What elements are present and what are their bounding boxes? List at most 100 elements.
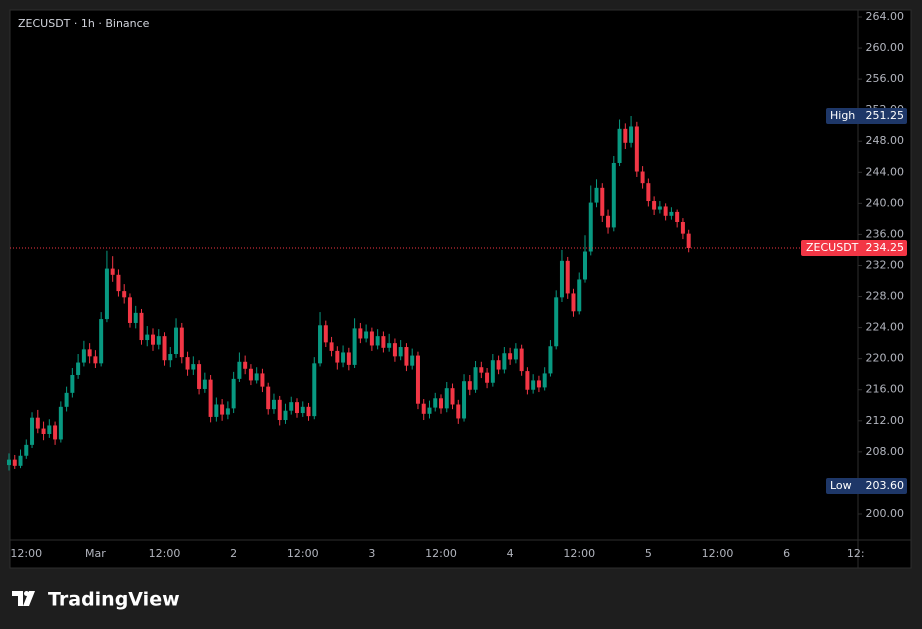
low_marker-value: 203.60 <box>866 479 905 492</box>
x-tick-label: 12:00 <box>287 547 319 560</box>
candle-body <box>652 201 657 210</box>
candle-body <box>93 356 98 364</box>
candle-body <box>519 348 524 372</box>
candle-body <box>583 251 587 280</box>
candle-body <box>7 459 11 466</box>
candle-body <box>174 327 179 355</box>
candle-body <box>277 399 282 421</box>
candle-body <box>410 355 415 366</box>
candle-body <box>680 222 685 234</box>
candle-body <box>634 126 639 172</box>
candle-body <box>53 425 58 440</box>
high_marker-value: 251.25 <box>866 109 905 122</box>
candle-body <box>577 279 582 312</box>
candle-body <box>623 128 628 143</box>
y-tick-label: 200.00 <box>866 507 905 520</box>
candle-body <box>640 171 645 184</box>
candle-body <box>133 312 138 323</box>
candle-body <box>202 379 207 389</box>
x-tick-label: 2 <box>230 547 237 560</box>
candle-body <box>479 367 484 373</box>
candle-body <box>341 352 346 363</box>
candle-body <box>248 368 253 381</box>
y-tick-label: 232.00 <box>866 258 905 271</box>
candle-body <box>99 319 104 364</box>
candle-body <box>127 297 132 323</box>
candle-body <box>81 349 86 363</box>
y-tick-label: 212.00 <box>866 414 905 427</box>
candle-body <box>35 417 40 429</box>
candle-body <box>271 399 276 410</box>
candle-body <box>554 297 559 347</box>
candle-body <box>358 328 363 339</box>
candle-body <box>439 398 443 409</box>
candle-body <box>145 334 150 341</box>
candle-body <box>323 325 328 343</box>
y-tick-label: 224.00 <box>866 321 905 334</box>
candle-body <box>318 325 323 364</box>
candle-body <box>531 380 536 390</box>
candle-body <box>669 211 674 216</box>
candle-body <box>58 406 63 440</box>
candle-body <box>122 291 127 298</box>
candle-body <box>427 407 432 414</box>
candle-body <box>110 268 115 275</box>
x-tick-label: 5 <box>645 547 652 560</box>
y-tick-label: 248.00 <box>866 134 905 147</box>
candle-body <box>611 162 616 228</box>
x-tick-label: 4 <box>507 547 514 560</box>
candle-body <box>151 334 155 345</box>
candle-body <box>243 361 248 369</box>
candle-body <box>283 410 288 421</box>
y-tick-label: 220.00 <box>866 352 905 365</box>
y-tick-label: 240.00 <box>866 196 905 209</box>
candle-body <box>548 346 553 374</box>
candle-body <box>364 331 369 339</box>
candle-body <box>571 293 576 312</box>
candle-body <box>490 360 495 383</box>
y-tick-label: 256.00 <box>866 72 905 85</box>
candle-body <box>675 211 680 222</box>
candle-body <box>600 187 605 216</box>
candle-body <box>657 206 662 210</box>
x-tick-label: 12: <box>847 547 865 560</box>
y-tick-label: 216.00 <box>866 383 905 396</box>
candle-body <box>300 406 305 414</box>
brand-name: TradingView <box>48 589 180 611</box>
candle-body <box>76 362 81 375</box>
x-tick-label: 12:00 <box>149 547 181 560</box>
candle-body <box>565 260 570 294</box>
candle-body <box>208 379 213 417</box>
y-tick-label: 228.00 <box>866 290 905 303</box>
candle-body <box>525 371 530 390</box>
last-price-value: 234.25 <box>866 241 905 254</box>
candle-body <box>87 349 92 357</box>
candle-body <box>398 347 403 357</box>
candle-body <box>225 408 230 415</box>
candle-body <box>588 202 593 252</box>
candle-body <box>260 373 265 387</box>
low_marker-badge <box>826 478 907 495</box>
candle-body <box>191 364 196 370</box>
candle-body <box>41 428 46 434</box>
high_marker-name: High <box>830 109 855 122</box>
y-tick-label: 236.00 <box>866 227 905 240</box>
candle-body <box>104 268 109 320</box>
candle-body <box>335 350 340 363</box>
candle-body <box>485 372 490 383</box>
candle-body <box>369 331 374 346</box>
high_marker-badge <box>826 108 907 124</box>
candle-body <box>421 403 426 414</box>
candle-body <box>542 373 547 388</box>
candle-body <box>467 381 472 390</box>
candle-body <box>30 417 35 445</box>
x-tick-label: 3 <box>368 547 375 560</box>
candle-body <box>12 459 17 466</box>
x-tick-label: 12:00 <box>702 547 734 560</box>
candle-body <box>536 380 541 388</box>
candle-body <box>456 404 461 419</box>
candle-body <box>70 374 75 393</box>
y-tick-label: 264.00 <box>866 10 905 23</box>
candle-body <box>450 388 455 405</box>
